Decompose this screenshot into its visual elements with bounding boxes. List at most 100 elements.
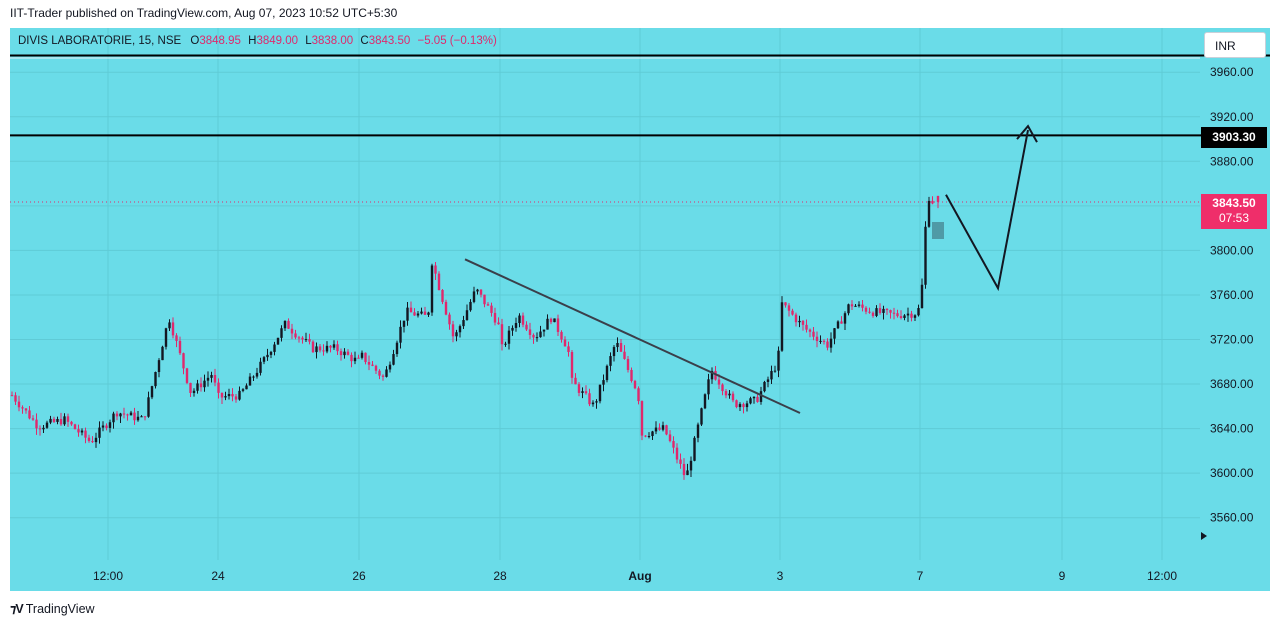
candle-body [847,304,850,314]
candle-body [399,326,402,343]
candle-body [549,318,553,323]
candle-body [98,427,101,438]
candle-body [21,407,24,409]
candle-body [822,340,826,342]
candle-body [325,345,329,352]
candle-body [756,396,759,402]
candle-body [889,310,892,313]
candle-body [633,380,637,389]
price-tick-label: 3960.00 [1210,65,1254,79]
price-tick-label: 3800.00 [1210,243,1254,257]
candle-body [17,401,21,408]
symbol-info: DIVIS LABORATORIE, 15, NSE [18,35,182,47]
candle-body [80,430,84,433]
candle-body [14,395,17,402]
open-value: 3848.95 [199,35,241,47]
time-tick-label: 24 [211,569,225,583]
candle-body [612,347,616,357]
candle-body [336,344,339,352]
projection-arrowhead [1016,124,1038,143]
candle-body [248,376,252,386]
candle-body [462,320,465,327]
candle-body [66,416,70,422]
candle-body [455,332,458,337]
price-tick-label: 3560.00 [1210,511,1254,525]
candle-body [812,331,815,337]
candle-body [640,401,644,436]
candle-body [164,328,168,347]
candle-body [927,200,931,227]
candle-body [217,382,220,393]
candle-body [465,310,469,321]
candle-body [290,328,294,334]
price-chart[interactable]: 3960.003920.003880.003840.003800.003760.… [10,28,1270,591]
candle-body [59,419,63,425]
candle-body [668,434,672,442]
candle-body [490,305,493,313]
time-axis: 12:00 24 26 28 Aug 3 7 9 12:00 [93,569,1177,583]
candle-body [451,324,455,337]
candle-body [861,304,864,308]
candle-body [416,313,420,316]
candle-body [234,396,238,400]
candle-body [224,396,227,398]
candle-body [752,396,756,399]
candle-body [892,312,896,314]
candle-body [339,351,343,356]
candle-body [707,379,710,395]
candle-body [322,350,325,352]
time-tick-label: 28 [493,569,507,583]
candle-body [143,416,147,418]
tradingview-footer[interactable]: ⁊V TradingView [10,601,95,616]
candle-body [885,308,889,311]
candle-body [696,424,700,438]
candle-body [24,408,28,411]
candle-body [924,226,927,285]
candle-body [560,331,563,340]
candle-body [318,346,322,351]
candle-body [539,331,542,338]
candle-body [794,314,798,323]
candle-body [269,351,273,355]
candle-body [101,425,105,428]
candle-body [833,328,836,339]
candle-body [374,365,378,371]
candle-body [154,372,157,387]
candle-body [220,392,224,398]
candle-body [682,463,686,476]
candle-body [514,322,518,328]
candle-body [308,339,311,342]
candle-body [805,324,808,330]
candle-body [227,394,231,397]
candle-body [175,335,178,341]
candle-body [108,422,112,428]
candle-body [294,333,297,338]
candle-body [28,410,31,419]
candle-body [49,418,52,423]
candle-body [395,342,399,355]
candle-body [70,421,73,425]
candle-body [427,312,430,315]
currency-button[interactable]: INR [1204,32,1266,58]
candle-body [196,383,199,391]
candle-body [378,370,381,376]
high-key: H [248,35,257,47]
candle-body [31,418,35,420]
candle-body [189,382,192,393]
candle-body [815,336,819,342]
change-value: −5.05 (−0.13%) [417,35,497,47]
time-tick-label: Aug [628,569,651,583]
last-price-value: 3843.50 [1212,196,1256,210]
candle-body [644,435,647,437]
candle-body [623,351,626,359]
candle-body [437,273,441,291]
chart-pane[interactable]: 3960.003920.003880.003840.003800.003760.… [10,28,1270,591]
candle-body [875,308,878,316]
candle-body [343,351,346,356]
candle-body [679,459,682,464]
candle-body [192,390,196,393]
candle-body [773,370,777,372]
candle-body [346,351,350,355]
time-tick-label: 26 [352,569,366,583]
time-tick-label: 12:00 [93,569,123,583]
